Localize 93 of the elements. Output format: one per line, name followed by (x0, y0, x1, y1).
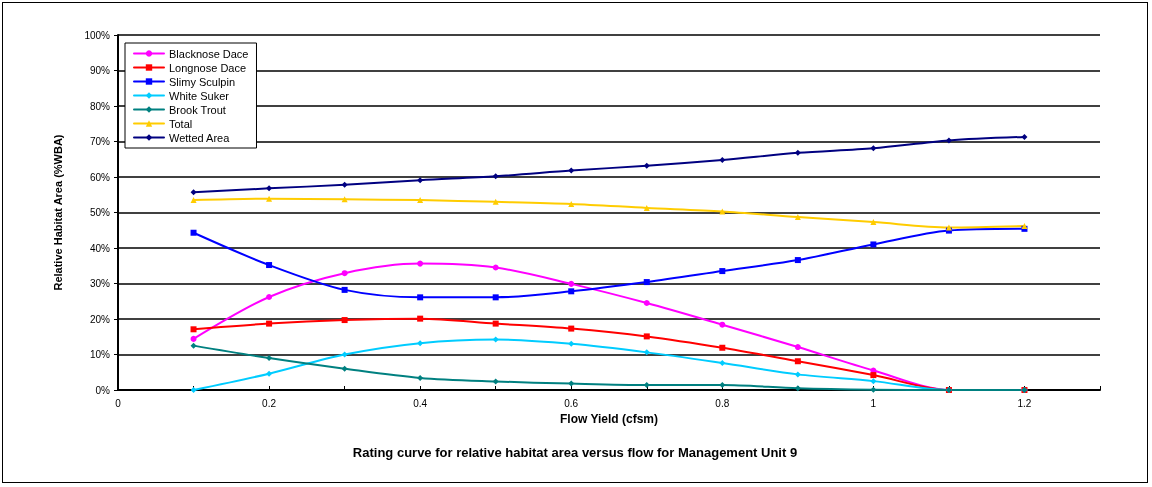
point (341, 286, 348, 293)
point (492, 320, 499, 327)
point (643, 349, 650, 356)
point (266, 320, 273, 327)
y-axis-title: Relative Habitat Area (%WBA) (51, 134, 64, 291)
point (417, 340, 424, 347)
y-tick-label: 90% (89, 65, 111, 76)
point (794, 257, 801, 264)
point (266, 293, 273, 300)
point (492, 198, 499, 205)
point (568, 280, 575, 287)
point (719, 321, 726, 328)
point (794, 358, 801, 365)
legend-label: Total (169, 117, 193, 130)
point (341, 270, 348, 277)
point (870, 145, 877, 152)
point (794, 149, 801, 156)
x-tick-label: 1.2 (1017, 397, 1032, 409)
legend-label: Longnose Dace (169, 61, 247, 74)
x-axis-title: Flow Yield (cfsm) (559, 411, 659, 426)
point (417, 315, 424, 322)
x-tick-label: 0.2 (262, 397, 277, 409)
x-tick-label: 1 (870, 397, 877, 409)
y-tick-label: 30% (89, 278, 111, 289)
y-tick-label: 50% (89, 207, 111, 218)
x-tick-label: 0 (115, 397, 122, 409)
point (568, 200, 575, 207)
y-tick-label: 80% (89, 100, 111, 112)
legend-label: Wetted Area (169, 131, 231, 144)
legend-label: White Suker (169, 89, 230, 102)
y-tick-label: 10% (89, 349, 111, 360)
y-tick-label: 60% (89, 171, 111, 183)
point (568, 340, 575, 347)
point (190, 189, 197, 196)
point (417, 197, 424, 204)
point (794, 344, 801, 351)
point (492, 378, 499, 385)
point (870, 378, 877, 385)
point (719, 156, 726, 163)
point (643, 382, 650, 389)
point (266, 355, 273, 362)
point (719, 344, 726, 351)
legend-label: Slimy Sculpin (169, 75, 236, 88)
x-tick-label: 0.6 (564, 397, 579, 409)
point (945, 137, 952, 144)
point (417, 260, 424, 267)
point (794, 385, 801, 392)
point (568, 380, 575, 387)
legend-label: Brook Trout (169, 103, 226, 116)
point (794, 371, 801, 378)
point (568, 167, 575, 174)
point (266, 195, 273, 202)
point (643, 333, 650, 340)
text: Rating curve for relative habitat area versus flow for Management Unit 9 (352, 445, 798, 460)
point (341, 365, 348, 372)
point (417, 177, 424, 184)
point (719, 360, 726, 367)
point (266, 370, 273, 377)
point (1021, 133, 1028, 140)
point (492, 173, 499, 180)
point (794, 214, 801, 221)
y-tick-label: 70% (89, 136, 111, 147)
point (643, 279, 650, 286)
y-tick-label: 100% (84, 29, 111, 41)
point (190, 326, 197, 333)
x-tick-label: 0.4 (413, 397, 428, 409)
point (870, 219, 877, 226)
point (719, 268, 726, 275)
point (643, 162, 650, 169)
point (492, 294, 499, 301)
point (417, 374, 424, 381)
point (492, 336, 499, 343)
point (266, 262, 273, 269)
legend-label: Blacknose Dace (169, 47, 249, 60)
point (568, 325, 575, 332)
y-tick-label: 20% (89, 313, 111, 325)
point (643, 300, 650, 307)
y-tick-label: 40% (89, 242, 111, 254)
point (190, 342, 197, 349)
x-tick-label: 0.8 (715, 397, 730, 409)
point (190, 229, 197, 236)
point (870, 241, 877, 248)
point (341, 181, 348, 188)
y-tick-label: 0% (95, 384, 111, 396)
point (870, 372, 877, 379)
point (417, 294, 424, 301)
point (341, 351, 348, 358)
point (190, 335, 197, 342)
point (568, 288, 575, 295)
point (341, 317, 348, 324)
point (643, 204, 650, 211)
point (266, 185, 273, 192)
point (190, 197, 197, 204)
